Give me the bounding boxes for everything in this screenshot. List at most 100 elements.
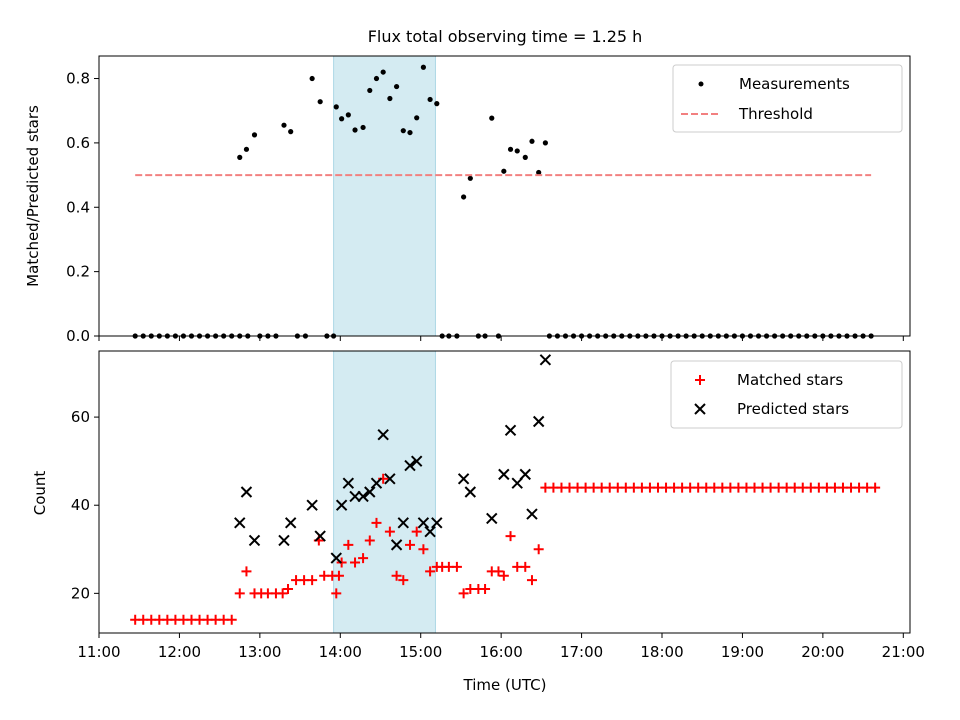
measurement-point <box>288 129 294 135</box>
y-tick-label: 40 <box>71 496 90 514</box>
legend-label-measurements: Measurements <box>739 75 850 93</box>
predicted-star-point <box>532 415 545 428</box>
x-tick-label: 21:00 <box>882 643 925 661</box>
predicted-star-point <box>539 354 552 366</box>
legend-marker-matched-stars <box>695 375 705 385</box>
x-mark-icon <box>694 403 706 415</box>
measurement-point <box>339 116 345 122</box>
predicted-star-point <box>234 517 246 529</box>
measurement-point <box>536 169 542 176</box>
legend-label-threshold: Threshold <box>738 105 813 123</box>
measurement-point <box>281 122 287 128</box>
matched-star-point <box>343 539 354 550</box>
measurement-point <box>367 87 373 94</box>
count-axes-frame <box>98 350 911 634</box>
measurement-point <box>309 75 315 82</box>
predicted-star-point <box>370 477 383 489</box>
predicted-star-point <box>410 455 423 467</box>
y-tick-label: 0.6 <box>66 134 90 152</box>
x-tick-label: 13:00 <box>238 643 281 661</box>
matched-star-point <box>391 570 402 581</box>
matched-star-point <box>870 482 881 493</box>
predicted-star-point <box>498 468 510 481</box>
x-tick-label: 16:00 <box>480 643 523 661</box>
measurement-point <box>427 96 433 103</box>
predicted-star-point <box>342 477 355 489</box>
ratio-legend: Measurements Threshold <box>672 64 903 133</box>
predicted-star-point <box>240 486 253 498</box>
matched-star-point <box>493 566 504 577</box>
matched-star-point <box>364 535 375 546</box>
legend-label-matched-stars: Matched stars <box>737 371 843 389</box>
predicted-star-point <box>457 473 470 485</box>
matched-star-point <box>533 544 544 555</box>
measurement-point <box>345 112 351 118</box>
matched-star-point <box>505 531 516 542</box>
measurement-point <box>387 95 393 102</box>
matched-star-point <box>480 583 491 594</box>
matched-star-point <box>350 557 361 568</box>
matched-star-point <box>520 561 531 572</box>
predicted-star-point <box>424 525 436 538</box>
predicted-star-point <box>431 517 443 529</box>
matched-star-point <box>331 588 342 599</box>
measurement-point <box>373 75 380 82</box>
predicted-star-point <box>397 517 410 529</box>
measurement-point <box>507 146 514 152</box>
matched-star-point <box>418 544 429 555</box>
count-legend: Matched stars Predicted stars <box>670 360 903 429</box>
predicted-star-point <box>504 424 517 437</box>
y-tick-label: 0.0 <box>66 327 90 345</box>
matched-star-point <box>234 588 245 599</box>
plus-icon <box>695 375 705 385</box>
x-tick-label: 14:00 <box>319 643 362 661</box>
matched-star-point <box>498 570 509 581</box>
ratio-legend-box <box>672 64 903 133</box>
predicted-star-point <box>248 534 261 547</box>
predicted-star-point <box>278 534 290 547</box>
x-tick-label: 12:00 <box>158 643 201 661</box>
predicted-star-point <box>335 499 348 511</box>
matched-star-point <box>333 570 344 581</box>
ratio-panel: 0.00.20.40.60.8 Matched/Predicted stars … <box>24 55 911 345</box>
matched-star-point <box>526 575 537 586</box>
matched-star-point <box>283 583 294 594</box>
predicted-star-point <box>314 530 326 542</box>
measurement-point <box>522 154 528 160</box>
matched-star-point <box>358 553 369 564</box>
measurement-point <box>251 132 258 138</box>
predicted-star-point <box>330 552 342 564</box>
count-marks <box>130 354 881 625</box>
x-tick-label: 20:00 <box>801 643 844 661</box>
measurement-point <box>237 154 243 160</box>
matched-star-point <box>425 566 436 577</box>
measurement-point <box>434 101 440 107</box>
predicted-star-point <box>519 468 531 481</box>
legend-marker-measurements <box>698 81 704 87</box>
measurement-point <box>420 64 426 70</box>
x-tick-label: 11:00 <box>77 643 120 661</box>
predicted-star-point <box>384 473 396 485</box>
x-axis-label: Time (UTC) <box>463 676 547 694</box>
measurement-point <box>360 124 366 131</box>
count-legend-box <box>670 360 903 429</box>
matched-star-point <box>411 526 422 537</box>
highlight-span <box>333 55 436 337</box>
x-tick-label: 15:00 <box>399 643 442 661</box>
x-tick-label: 18:00 <box>640 643 683 661</box>
measurement-point <box>414 115 420 121</box>
measurement-point <box>407 129 413 136</box>
legend-label-predicted-stars: Predicted stars <box>737 400 849 418</box>
measurement-point <box>380 69 386 75</box>
predicted-star-point <box>404 459 416 472</box>
measurement-point <box>501 168 507 174</box>
predicted-star-point <box>526 508 538 520</box>
predicted-star-point <box>464 486 477 498</box>
count-y-axis-label: Count <box>31 471 49 516</box>
matched-star-point <box>371 517 382 528</box>
predicted-star-point <box>511 477 523 489</box>
matched-star-point <box>404 539 415 550</box>
count-axis-ticks: 11:00 12:00 13:00 14:00 15:00 16:00 17:00 18:00… <box>71 408 925 661</box>
ratio-axis-ticks: 0.0 0.2 0.4 0.6 0.8 <box>66 70 904 345</box>
predicted-star-point <box>284 517 297 529</box>
